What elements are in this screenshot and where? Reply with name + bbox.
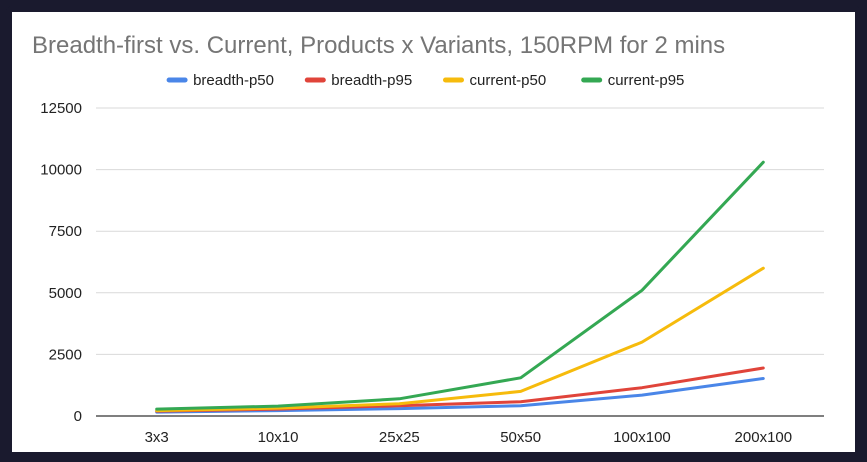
x-tick-label: 25x25 (379, 429, 420, 446)
series-line-current-p95 (155, 160, 765, 411)
y-tick-label: 7500 (49, 223, 82, 240)
y-tick-label: 12500 (40, 100, 82, 117)
y-tick-label: 10000 (40, 162, 82, 179)
y-tick-label: 5000 (49, 285, 82, 302)
chart-frame: Breadth-first vs. Current, Products x Va… (6, 6, 861, 456)
chart-title: Breadth-first vs. Current, Products x Va… (32, 32, 726, 59)
legend-label-breadth-p50: breadth-p50 (193, 72, 274, 89)
x-tick-label: 10x10 (258, 429, 299, 446)
x-tick-label: 50x50 (500, 429, 541, 446)
series-line-current-p50 (155, 266, 765, 413)
y-tick-label: 2500 (49, 346, 82, 363)
legend-label-current-p50: current-p50 (470, 72, 547, 89)
y-tick-label: 0 (74, 408, 82, 425)
line-chart: 0 2500 5000 7500 10000 12500 3x3 10x10 25x25 50x5… (40, 72, 824, 446)
x-tick-label: 200x100 (735, 429, 793, 446)
x-tick-label: 100x100 (613, 429, 671, 446)
legend-label-current-p95: current-p95 (608, 72, 685, 89)
x-tick-label: 3x3 (145, 429, 169, 446)
chart-card: Breadth-first vs. Current, Products x Va… (12, 12, 855, 452)
legend-label-breadth-p95: breadth-p95 (331, 72, 412, 89)
